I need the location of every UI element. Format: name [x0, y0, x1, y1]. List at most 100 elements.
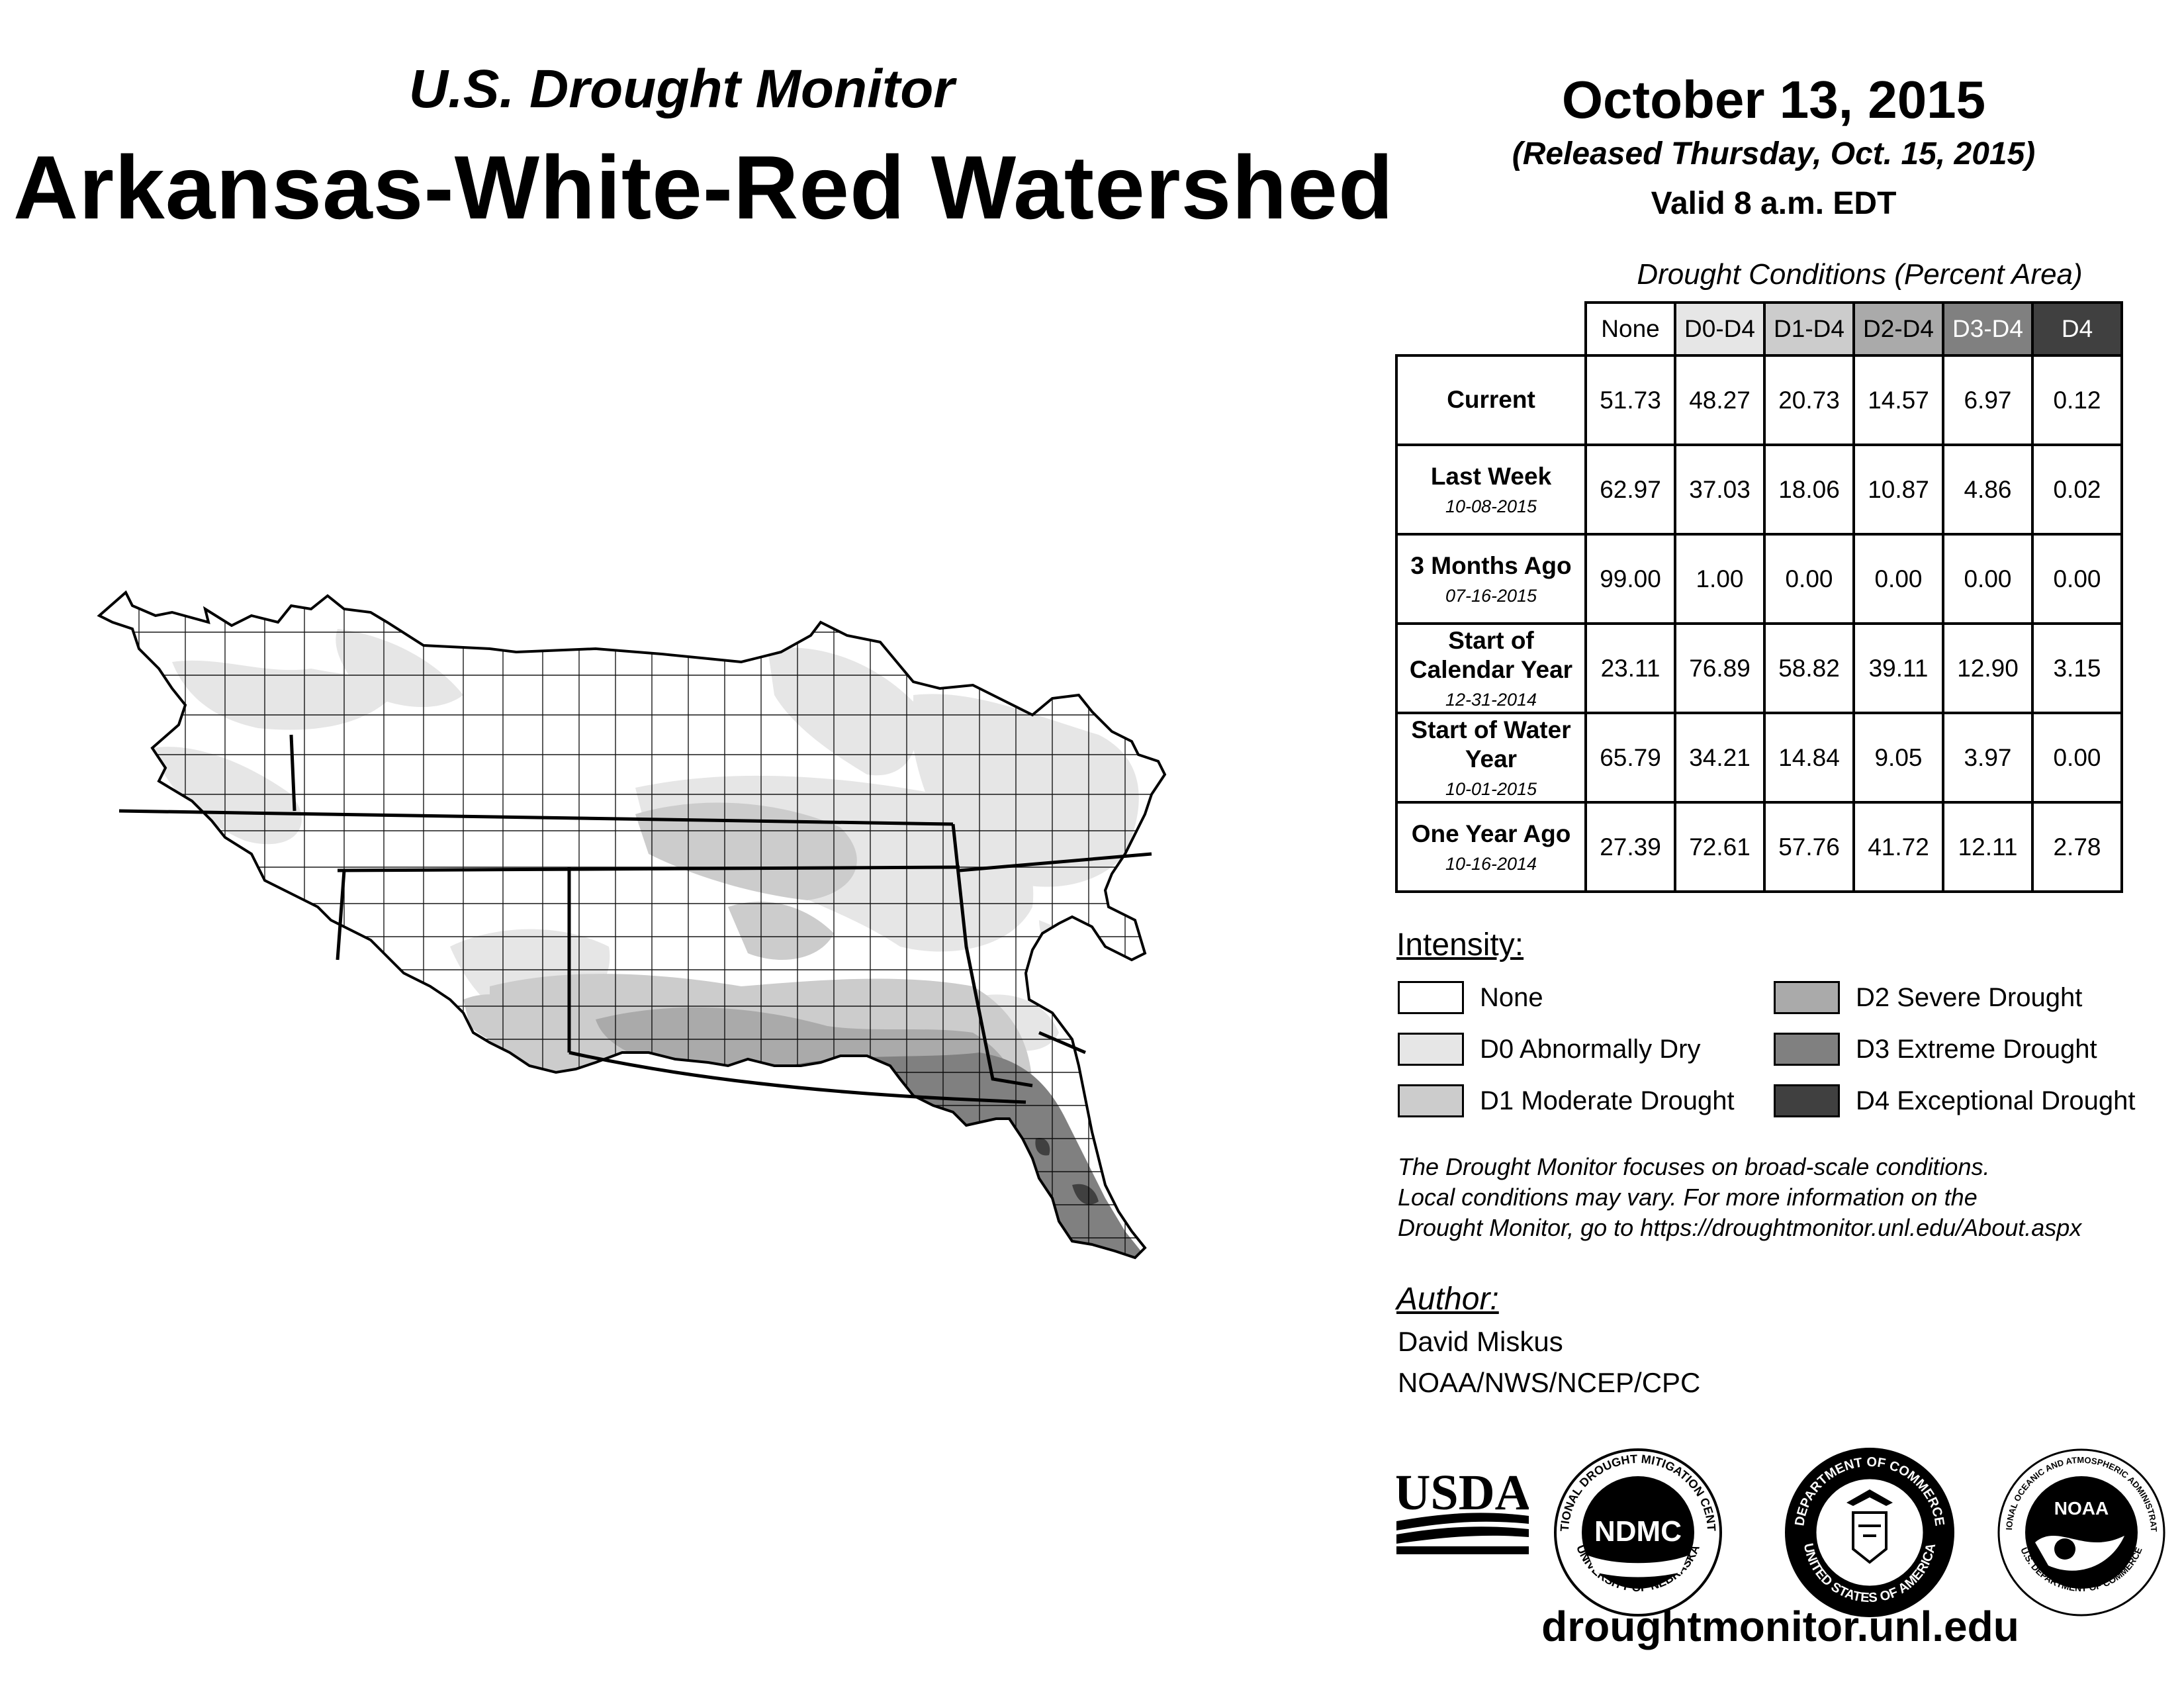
table-cell: 3.97 [1942, 712, 2034, 804]
legend-label: D3 Extreme Drought [1856, 1034, 2097, 1064]
legend-label: D4 Exceptional Drought [1856, 1086, 2136, 1115]
table-cell: 9.05 [1852, 712, 1944, 804]
col-header-d1-d4: D1-D4 [1763, 301, 1855, 357]
row-label-text: One Year Ago [1411, 820, 1571, 848]
table-cell: 0.02 [2031, 444, 2123, 536]
legend-label: D1 Moderate Drought [1480, 1086, 1735, 1115]
table-row: Current 51.73 48.27 20.73 14.57 6.97 0.1… [1395, 354, 2123, 446]
col-header-d0-d4: D0-D4 [1674, 301, 1766, 357]
footnote-line: Local conditions may vary. For more info… [1398, 1184, 1978, 1211]
table-cell: 57.76 [1763, 801, 1855, 893]
legend-item-d0: D0 Abnormally Dry [1398, 1031, 1700, 1067]
table-cell: 39.11 [1852, 622, 1944, 714]
row-label: 3 Months Ago 07-16-2015 [1395, 533, 1587, 625]
row-date: 10-01-2015 [1445, 778, 1537, 799]
table-row: 3 Months Ago 07-16-2015 99.00 1.00 0.00 0… [1395, 533, 2123, 625]
table-row: Start of Water Year 10-01-2015 65.79 34.2… [1395, 712, 2123, 804]
table-cell: 14.84 [1763, 712, 1855, 804]
table-cell: 1.00 [1674, 533, 1766, 625]
table-cell: 2.78 [2031, 801, 2123, 893]
table-cell: 41.72 [1852, 801, 1944, 893]
col-header-d3-d4: D3-D4 [1942, 301, 2034, 357]
table-cell: 10.87 [1852, 444, 1944, 536]
row-label: Current [1395, 354, 1587, 446]
table-cell: 51.73 [1584, 354, 1676, 446]
row-date: 10-16-2014 [1445, 853, 1537, 874]
table-row: Start of Calendar Year 12-31-2014 23.11 7… [1395, 622, 2123, 714]
usda-logo: USDA [1396, 1465, 1529, 1554]
row-label: Start of Water Year 10-01-2015 [1395, 712, 1587, 804]
table-cell: 0.12 [2031, 354, 2123, 446]
table-header-row: None D0-D4 D1-D4 D2-D4 D3-D4 D4 [1396, 301, 2123, 357]
table-cell: 27.39 [1584, 801, 1676, 893]
table-cell: 20.73 [1763, 354, 1855, 446]
legend-item-d2: D2 Severe Drought [1774, 980, 2082, 1015]
ndmc-logo: NATIONAL DROUGHT MITIGATION CENTER UNIVE… [1549, 1443, 1722, 1617]
valid-time: Valid 8 a.m. EDT [1651, 186, 1897, 221]
table-cell: 0.00 [1942, 533, 2034, 625]
table-cell: 58.82 [1763, 622, 1855, 714]
table-cell: 0.00 [1763, 533, 1855, 625]
table-cell: 14.57 [1852, 354, 1944, 446]
usda-logo-text: USDA [1396, 1465, 1529, 1521]
row-label-text: Last Week [1430, 463, 1552, 491]
table-row: One Year Ago 10-16-2014 27.39 72.61 57.76… [1395, 801, 2123, 893]
legend-title: Intensity: [1396, 927, 1524, 962]
legend-swatch [1398, 1033, 1464, 1066]
table-corner [1396, 303, 1586, 355]
row-label: One Year Ago 10-16-2014 [1395, 801, 1587, 893]
legend-swatch [1398, 981, 1464, 1014]
map-subtitle: U.S. Drought Monitor [408, 59, 955, 119]
table-cell: 0.00 [1852, 533, 1944, 625]
table-cell: 23.11 [1584, 622, 1676, 714]
table-row: Last Week 10-08-2015 62.97 37.03 18.06 10… [1395, 444, 2123, 536]
row-date: 12-31-2014 [1445, 689, 1537, 710]
table-cell: 3.15 [2031, 622, 2123, 714]
noaa-logo-text: NOAA [2054, 1498, 2109, 1519]
row-date: 07-16-2015 [1445, 585, 1537, 606]
row-label: Start of Calendar Year 12-31-2014 [1395, 622, 1587, 714]
website-url[interactable]: droughtmonitor.unl.edu [1541, 1603, 2019, 1650]
table-cell: 76.89 [1674, 622, 1766, 714]
row-label: Last Week 10-08-2015 [1395, 444, 1587, 536]
table-cell: 99.00 [1584, 533, 1676, 625]
ndmc-logo-text: NDMC [1594, 1515, 1682, 1548]
legend-item-d4: D4 Exceptional Drought [1774, 1083, 2135, 1119]
row-label-text: Start of Calendar Year [1409, 626, 1573, 684]
legend-swatch [1774, 1084, 1840, 1117]
table-cell: 72.61 [1674, 801, 1766, 893]
noaa-logo: NATIONAL OCEANIC AND ATMOSPHERIC ADMINIS… [1992, 1443, 2165, 1617]
author-organization: NOAA/NWS/NCEP/CPC [1398, 1367, 1701, 1398]
table-cell: 0.00 [2031, 533, 2123, 625]
row-date: 10-08-2015 [1445, 496, 1537, 516]
department-of-commerce-seal: DEPARTMENT OF COMMERCE UNITED STATES OF … [1785, 1448, 1954, 1617]
table-cell: 48.27 [1674, 354, 1766, 446]
row-label-text: Start of Water Year [1411, 716, 1571, 773]
table-cell: 65.79 [1584, 712, 1676, 804]
legend-swatch [1398, 1084, 1464, 1117]
table-cell: 34.21 [1674, 712, 1766, 804]
footnote-line: Drought Monitor, go to https://droughtmo… [1398, 1214, 2082, 1241]
table-cell: 12.11 [1942, 801, 2034, 893]
legend-swatch [1774, 981, 1840, 1014]
footnote-line: The Drought Monitor focuses on broad-sca… [1398, 1153, 1990, 1180]
footnote: The Drought Monitor focuses on broad-sca… [1398, 1152, 2081, 1243]
col-header-none: None [1584, 301, 1676, 357]
valid-date: October 13, 2015 [1561, 70, 1986, 129]
col-header-d4: D4 [2031, 301, 2123, 357]
legend-swatch [1774, 1033, 1840, 1066]
legend-item-d3: D3 Extreme Drought [1774, 1031, 2097, 1067]
drought-conditions-table: None D0-D4 D1-D4 D2-D4 D3-D4 D4 Current … [1395, 301, 2123, 893]
table-cell: 18.06 [1763, 444, 1855, 536]
legend-item-none: None [1398, 980, 1543, 1015]
author-heading: Author: [1396, 1282, 1499, 1317]
map-title: Arkansas-White-Red Watershed [13, 137, 1394, 238]
table-cell: 37.03 [1674, 444, 1766, 536]
watershed-drought-map [97, 590, 1167, 1260]
table-cell: 12.90 [1942, 622, 2034, 714]
table-caption: Drought Conditions (Percent Area) [1637, 258, 2083, 291]
author-name: David Miskus [1398, 1326, 1563, 1357]
row-label-text: Current [1447, 386, 1535, 414]
legend-label: None [1480, 982, 1543, 1012]
legend-item-d1: D1 Moderate Drought [1398, 1083, 1735, 1119]
